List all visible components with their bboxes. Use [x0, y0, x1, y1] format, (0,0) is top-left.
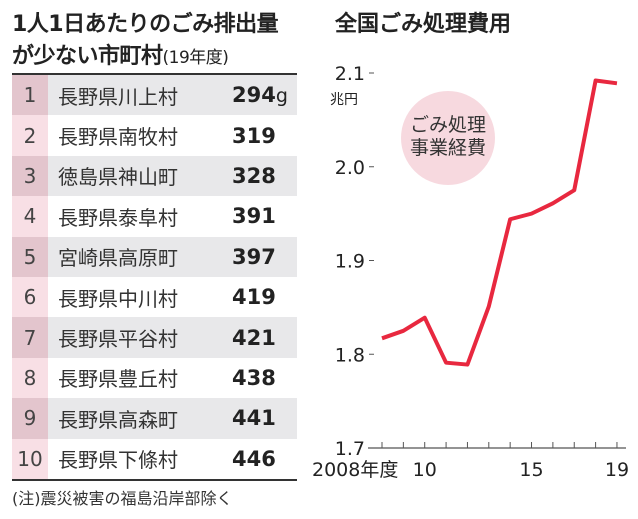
value-number: 438: [232, 365, 276, 390]
value-number: 441: [232, 406, 276, 431]
value-number: 397: [232, 244, 276, 269]
y-tick-label: 2.0: [335, 157, 365, 179]
municipality-name: 長野県高森町: [58, 407, 178, 432]
municipality-name: 長野県下條村: [58, 448, 178, 473]
x-tick-label: 19: [605, 459, 629, 481]
table-row: 2 長野県南牧村 319: [12, 115, 297, 156]
waste-value: 421: [232, 326, 276, 350]
y-tick-label: 1.8: [335, 344, 365, 366]
series-line: [381, 78, 618, 367]
y-tick-label: 1.9: [335, 251, 365, 273]
table-row: 1 長野県川上村 294g: [12, 75, 297, 116]
municipality-name: 長野県平谷村: [58, 327, 178, 352]
waste-value: 441: [232, 406, 276, 430]
municipality-name: 長野県泰阜村: [58, 205, 178, 230]
y-tick-label: 2.1: [335, 63, 365, 85]
title-text: が少ない市町村: [12, 44, 163, 69]
unit-label: g: [275, 85, 288, 108]
municipality-name: 宮崎県高原町: [58, 246, 178, 271]
table-row: 6 長野県中川村 419: [12, 276, 297, 318]
table-title: 1人1日あたりのごみ排出量: [12, 12, 279, 37]
rank-cell: 1: [12, 75, 48, 116]
value-number: 319: [232, 123, 276, 148]
legend-bubble: [401, 91, 495, 185]
value-number: 391: [232, 204, 276, 229]
waste-value: 419: [232, 285, 276, 309]
footnote: (注)震災被害の福島沿岸部除く: [12, 489, 233, 508]
rank-cell: 9: [12, 398, 48, 439]
table-row: 7 長野県平谷村 421: [12, 317, 297, 358]
rank-cell: 7: [12, 317, 48, 358]
table-title-line2: が少ない市町村(19年度): [12, 38, 229, 70]
value-number: 421: [232, 325, 276, 350]
waste-value: 391: [232, 204, 276, 228]
y-tick-label: 1.7: [335, 438, 365, 460]
municipality-name: 長野県川上村: [58, 84, 178, 109]
rank-cell: 3: [12, 155, 48, 197]
value-number: 446: [232, 446, 276, 471]
ranking-table: 1 長野県川上村 294g 2 長野県南牧村 319 3 徳島県神山町 328 4 長…: [12, 73, 297, 481]
table-row: 4 長野県泰阜村 391: [12, 196, 297, 237]
municipality-name: 徳島県神山町: [58, 165, 178, 190]
value-number: 294: [232, 83, 276, 108]
municipality-name: 長野県南牧村: [58, 125, 178, 150]
rank-cell: 5: [12, 236, 48, 277]
x-tick-label: 2008年度: [312, 459, 398, 481]
waste-value: 294g: [232, 83, 288, 107]
rank-cell: 8: [12, 357, 48, 399]
value-number: 419: [232, 285, 276, 310]
rank-cell: 6: [12, 276, 48, 318]
legend-text-line1: ごみ処理: [410, 114, 486, 136]
value-number: 328: [232, 163, 276, 188]
table-row: 5 宮崎県高原町 397: [12, 236, 297, 277]
x-tick-label: 15: [519, 459, 543, 481]
municipality-name: 長野県豊丘村: [58, 367, 178, 392]
waste-value: 446: [232, 447, 276, 471]
table-row: 3 徳島県神山町 328: [12, 155, 297, 197]
rank-cell: 10: [12, 438, 48, 479]
municipality-name: 長野県中川村: [58, 286, 178, 311]
x-tick-label: 10: [413, 459, 437, 481]
chart-title: 全国ごみ処理費用: [335, 12, 512, 37]
waste-value: 319: [232, 124, 276, 148]
rank-cell: 2: [12, 115, 48, 156]
legend-text-line2: 事業経費: [410, 137, 486, 159]
table-row: 9 長野県高森町 441: [12, 398, 297, 439]
table-row: 10 長野県下條村 446: [12, 438, 297, 479]
waste-value: 397: [232, 245, 276, 269]
waste-value: 438: [232, 366, 276, 390]
waste-value: 328: [232, 164, 276, 188]
rank-cell: 4: [12, 196, 48, 237]
table-row: 8 長野県豊丘村 438: [12, 357, 297, 399]
y-axis-unit: 兆円: [330, 92, 358, 108]
title-year: (19年度): [162, 48, 229, 68]
